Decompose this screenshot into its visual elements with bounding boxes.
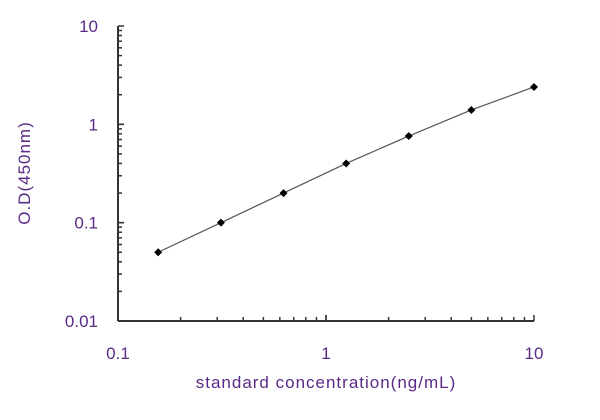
data-point-marker bbox=[342, 159, 351, 168]
data-point-marker bbox=[279, 189, 288, 198]
x-axis-title: standard concentration(ng/mL) bbox=[196, 373, 457, 392]
x-tick-label: 1 bbox=[321, 344, 330, 363]
y-tick-label: 0.1 bbox=[74, 214, 98, 233]
y-axis-title: O.D(450nm) bbox=[15, 121, 34, 225]
curve-line bbox=[157, 86, 535, 253]
x-axis-ticks: 0.1 1 10 bbox=[106, 315, 543, 363]
y-tick-label: 1 bbox=[89, 115, 98, 134]
data-point-marker bbox=[467, 105, 476, 114]
data-point-marker bbox=[216, 218, 225, 227]
data-point-marker bbox=[154, 248, 163, 257]
x-tick-label: 0.1 bbox=[106, 344, 130, 363]
data-point-marker bbox=[530, 82, 538, 91]
y-tick-label: 0.01 bbox=[65, 312, 98, 331]
y-tick-label: 10 bbox=[79, 17, 98, 36]
y-axis-ticks: 0.01 0.1 1 10 bbox=[65, 17, 124, 331]
data-series bbox=[154, 82, 538, 257]
x-tick-label: 10 bbox=[525, 344, 544, 363]
data-point-marker bbox=[404, 132, 413, 141]
